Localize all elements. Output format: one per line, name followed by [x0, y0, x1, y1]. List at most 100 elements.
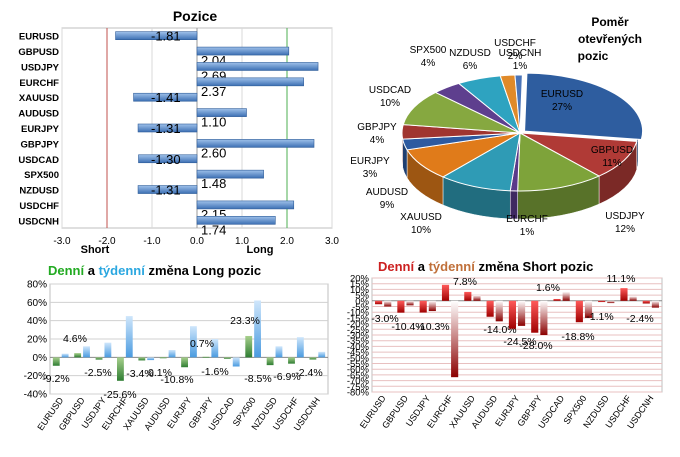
pie-category-label: AUDUSD [366, 187, 408, 198]
long-daily-bar [52, 357, 60, 366]
short-data-label: -18.8% [561, 331, 594, 343]
long-y-tick: 60% [27, 298, 47, 309]
short-daily-bar [620, 288, 628, 301]
long-y-tick: 0% [33, 353, 48, 364]
pie-percent-label: 12% [615, 224, 635, 235]
short-change-chart: Denní a týdenní změna Short pozic 20%15%… [347, 259, 663, 431]
pie-chart: Poměr otevřených pozic EURUSD 27% GBPUSD 11… [350, 15, 645, 238]
pie-category-label: XAUUSD [400, 212, 442, 223]
positions-category-label: XAUUSD [19, 93, 59, 104]
positions-x-tick: -3.0 [53, 236, 71, 247]
positions-x-tick: 3.0 [325, 236, 339, 247]
pie-category-label: GBPUSD [591, 145, 633, 156]
long-weekly-bar [147, 357, 155, 361]
positions-bar [196, 46, 290, 56]
short-weekly-bar [428, 300, 436, 312]
short-y-tick: -50% [347, 353, 370, 364]
long-data-label: -3.4% [126, 368, 153, 380]
long-data-label: -6.9% [273, 371, 300, 383]
long-daily-bar [95, 357, 103, 360]
short-y-tick: 5% [355, 291, 369, 302]
positions-bar [133, 92, 198, 102]
pie-category-label: USDCNH [499, 48, 542, 59]
positions-category-label: EURJPY [21, 124, 60, 135]
short-y-tick: -80% [347, 388, 370, 399]
short-daily-bar [441, 284, 450, 301]
pie-category-label: EURCHF [506, 214, 548, 225]
positions-value-label: -1.41 [151, 90, 181, 105]
positions-value-label: -1.30 [151, 152, 181, 167]
short-daily-bar [419, 300, 427, 313]
pie-percent-label: 11% [602, 158, 621, 169]
positions-value-label: -1.31 [151, 183, 181, 198]
long-daily-bar [309, 357, 317, 360]
short-y-tick: -5% [352, 302, 369, 313]
positions-bar [196, 108, 247, 117]
positions-x-tick: 0.0 [190, 236, 204, 247]
short-y-tick: -35% [347, 336, 370, 347]
long-title-daily: Denní [48, 263, 85, 278]
long-data-label: -2.5% [84, 367, 111, 379]
long-weekly-bar [296, 337, 304, 358]
long-daily-bar [74, 353, 82, 358]
short-daily-bar [642, 300, 650, 304]
positions-bar [137, 123, 198, 133]
short-weekly-bar [384, 300, 392, 307]
short-change-title: Denní a týdenní změna Short pozic [378, 259, 593, 274]
long-daily-bar [202, 356, 210, 358]
positions-chart: Pozice Short Long -3.0 -2.0 -1.0 0.0 1.0 2.0 3… [18, 8, 339, 256]
pie-percent-label: 1% [513, 61, 528, 72]
long-daily-bar [266, 357, 274, 366]
pie-percent-label: 1% [520, 227, 535, 238]
positions-category-label: GBPUSD [18, 47, 59, 58]
positions-x-tick: 1.0 [235, 236, 249, 247]
pie-category-label: USDCHF [494, 38, 536, 49]
short-weekly-bar [607, 300, 615, 304]
short-data-label: -28.0% [519, 340, 552, 352]
positions-value-label: 1.48 [201, 176, 226, 191]
pie-percent-label: 4% [370, 135, 385, 146]
pie-percent-label: 3% [363, 169, 378, 180]
long-y-tick: -40% [24, 390, 47, 401]
short-daily-bar [553, 298, 561, 301]
short-weekly-bar [629, 296, 637, 301]
long-data-label: 23.3% [230, 315, 260, 327]
short-daily-bar [464, 291, 472, 301]
positions-category-label: EURUSD [19, 32, 59, 43]
short-y-tick: -40% [347, 342, 370, 353]
short-daily-bar [397, 300, 405, 313]
short-y-tick: -20% [347, 319, 370, 330]
positions-x-tick: 2.0 [280, 236, 294, 247]
positions-category-label: USDCNH [18, 216, 59, 227]
long-daily-bar [159, 357, 167, 359]
pie-category-label: EURJPY [350, 156, 390, 167]
long-change-title: Denní a týdenní změna Long pozic [48, 263, 261, 278]
long-daily-bar [117, 357, 124, 381]
positions-title: Pozice [173, 8, 218, 24]
positions-category-label: EURCHF [19, 78, 59, 89]
short-weekly-bar [562, 291, 570, 301]
short-data-label: 1.6% [536, 282, 560, 294]
long-weekly-bar [61, 353, 69, 358]
long-daily-bar [223, 357, 231, 359]
short-weekly-bar [651, 300, 659, 308]
positions-category-label: NZDUSD [19, 186, 59, 197]
short-y-tick: -75% [347, 382, 370, 393]
short-weekly-bar [584, 300, 593, 318]
short-weekly-bar [518, 300, 526, 326]
positions-category-label: AUDUSD [18, 109, 59, 120]
pie-category-label: NZDUSD [449, 48, 491, 59]
long-y-tick: 40% [27, 316, 47, 327]
short-y-tick: -25% [347, 325, 370, 336]
long-weekly-bar [104, 342, 112, 358]
long-daily-bar [138, 357, 146, 361]
positions-bar [137, 185, 198, 194]
long-data-label: -9.2% [42, 373, 69, 385]
positions-category-label: USDJPY [21, 62, 60, 73]
long-weekly-bar [275, 346, 283, 358]
positions-value-label: -1.31 [151, 121, 181, 136]
pie-category-label: SPX500 [410, 45, 447, 56]
positions-x-tick: -1.0 [143, 236, 161, 247]
pie-percent-label: 10% [411, 225, 431, 236]
